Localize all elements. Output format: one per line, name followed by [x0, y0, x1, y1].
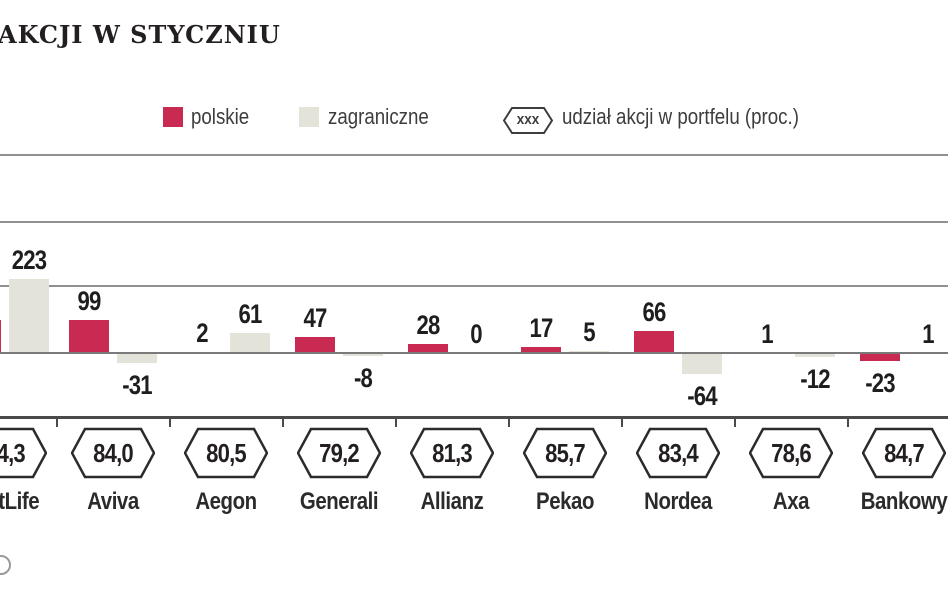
value-label: 0: [470, 319, 482, 349]
company-label: Generali: [299, 488, 379, 515]
share-badge: [296, 427, 382, 479]
share-badge: [409, 427, 495, 479]
share-badge-outline: [0, 427, 48, 479]
share-badge: [522, 427, 608, 479]
share-badge-value: 83,4: [658, 438, 698, 468]
share-badge-outline: [70, 427, 156, 479]
share-badge-outline: [861, 427, 947, 479]
value-label: 99: [77, 286, 101, 316]
bar-zagraniczne: [682, 353, 722, 374]
share-badge-icon: [503, 107, 553, 134]
axis-line: [0, 416, 948, 419]
gridline: [0, 221, 948, 223]
baseline: [0, 352, 948, 354]
legend-swatch-polskie: [163, 107, 183, 127]
share-badge-value: 79,2: [319, 438, 359, 468]
share-badge: [0, 427, 48, 479]
share-badge-outline: [409, 427, 495, 479]
company-label: MetLife: [0, 488, 40, 515]
legend-label-polskie: polskie: [191, 104, 250, 129]
share-badge-outline: [522, 427, 608, 479]
share-badge-value: 80,5: [206, 438, 246, 468]
share-badge: [748, 427, 834, 479]
axis-tick: [56, 419, 58, 427]
bar-zagraniczne: [795, 353, 835, 357]
share-badge: [70, 427, 156, 479]
share-badge-outline: [183, 427, 269, 479]
axis-tick: [734, 419, 736, 427]
value-label: 5: [583, 317, 595, 347]
legend-swatch-zagraniczne: [299, 107, 319, 127]
company-label: Axa: [772, 488, 810, 515]
axis-tick: [282, 419, 284, 427]
share-badge-value: 84,7: [884, 438, 924, 468]
share-badge-outline: [296, 427, 382, 479]
axis-tick: [169, 419, 171, 427]
share-badge-outline: [635, 427, 721, 479]
axis-tick: [395, 419, 397, 427]
bar-polskie: [295, 337, 335, 353]
company-label: Aegon: [195, 488, 257, 515]
gridline: [0, 154, 948, 156]
value-label: -64: [687, 381, 717, 411]
value-label: 61: [238, 299, 262, 329]
bar-polskie: [634, 331, 674, 353]
share-badge-value: 84,0: [93, 438, 133, 468]
share-badge-value: 81,3: [432, 438, 472, 468]
value-label: 2: [196, 318, 208, 348]
bar-zagraniczne: [117, 353, 157, 363]
share-badge: [635, 427, 721, 479]
axis-tick: [847, 419, 849, 427]
bar-polskie: [0, 320, 1, 353]
bar-polskie: [521, 347, 561, 353]
share-badge: [861, 427, 947, 479]
bar-zagraniczne: [9, 279, 49, 353]
company-label: Bankowy: [860, 488, 948, 515]
value-label: -23: [865, 368, 895, 398]
value-label: 1: [922, 319, 934, 349]
legend-label-zagraniczne: zagraniczne: [328, 104, 429, 129]
bar-polskie: [69, 320, 109, 353]
value-label: 223: [11, 245, 47, 275]
axis-tick: [621, 419, 623, 427]
value-label: 66: [642, 297, 666, 327]
bar-zagraniczne: [230, 333, 270, 353]
share-badge-symbol: xxx: [516, 111, 540, 128]
share-badge: [183, 427, 269, 479]
axis-tick: [508, 419, 510, 427]
bar-zagraniczne: [343, 353, 383, 356]
value-label: -12: [800, 364, 830, 394]
company-label: Aviva: [87, 488, 139, 515]
value-label: -31: [122, 370, 152, 400]
value-label: 17: [529, 313, 553, 343]
value-label: 28: [416, 310, 440, 340]
share-badge-value: 78,6: [771, 438, 811, 468]
company-label: Pekao: [536, 488, 594, 515]
legend-label-share: udział akcji w portfelu (proc.): [562, 104, 799, 129]
chart-title: AKCJI W STYCZNIU: [0, 20, 281, 49]
bar-polskie: [860, 353, 900, 361]
company-label: Allianz: [420, 488, 484, 515]
share-badge-value: 84,3: [0, 438, 26, 468]
bar-polskie: [408, 344, 448, 353]
share-badge-value: 85,7: [545, 438, 585, 468]
value-label: 1: [761, 319, 773, 349]
company-label: Nordea: [644, 488, 712, 515]
value-label: -8: [353, 363, 373, 393]
share-badge-outline: [748, 427, 834, 479]
value-label: 47: [303, 303, 327, 333]
gridline: [0, 285, 948, 287]
